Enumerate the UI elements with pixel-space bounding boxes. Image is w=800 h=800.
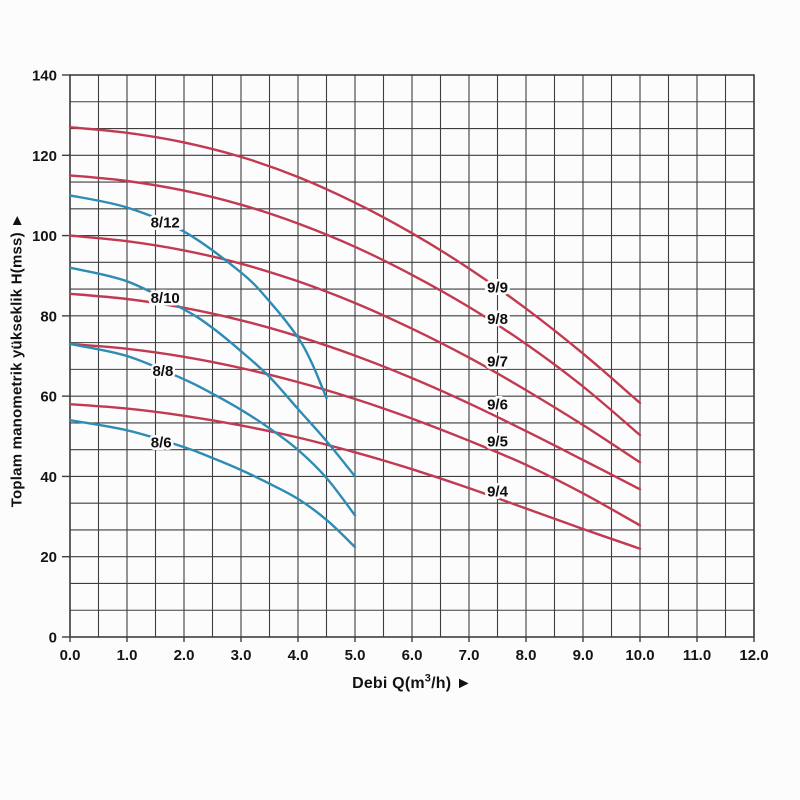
x-tick-label: 1.0 — [117, 647, 138, 664]
x-tick-label: 10.0 — [625, 647, 654, 664]
y-tick-label: 80 — [40, 308, 57, 325]
x-tick-label: 4.0 — [288, 647, 309, 664]
curve-label-8-8: 8/8 — [152, 363, 173, 380]
curve-label-8-6: 8/6 — [151, 434, 172, 451]
x-axis-title-post: /h) ► — [431, 675, 472, 692]
x-tick-label: 9.0 — [573, 647, 594, 664]
tick-labels: 0 20 40 60 80 100 120 140 0.0 1.0 2.0 3.0 4.0 5.0 6.0 7… — [32, 68, 769, 665]
y-tick-label: 120 — [32, 148, 57, 165]
curve-label-9-4: 9/4 — [487, 483, 509, 500]
curve-9-8 — [68, 174, 642, 437]
curve-label-8-12: 8/12 — [151, 214, 180, 231]
x-tick-label: 11.0 — [683, 647, 711, 664]
curve-label-9-7: 9/7 — [487, 353, 508, 370]
curve-9-5 — [68, 342, 642, 527]
x-axis-title-sup: 3 — [424, 672, 432, 685]
y-tick-label: 60 — [40, 389, 57, 406]
x-tick-label: 12.0 — [739, 647, 768, 664]
y-tick-label: 40 — [40, 469, 57, 486]
x-tick-label: 8.0 — [516, 647, 537, 664]
y-tick-label: 140 — [32, 68, 57, 85]
axis-ticks — [62, 74, 755, 642]
y-tick-label: 0 — [49, 630, 57, 647]
x-tick-label: 0.0 — [60, 647, 81, 664]
x-tick-label: 3.0 — [231, 647, 252, 664]
curve-labels: 9/9 9/8 9/7 9/6 9/5 9/4 8/12 8/10 8/8 8/6 — [148, 212, 511, 503]
curve-8-12 — [68, 194, 328, 400]
x-tick-label: 7.0 — [459, 647, 480, 664]
curve-9-4 — [68, 403, 642, 550]
x-tick-label: 5.0 — [345, 647, 366, 664]
x-tick-label: 2.0 — [174, 647, 195, 664]
x-tick-label: 6.0 — [402, 647, 423, 664]
curve-9-9 — [68, 126, 642, 405]
y-tick-label: 20 — [40, 549, 57, 566]
curve-8-8 — [68, 342, 357, 517]
x-axis-title-pre: Debi Q(m — [352, 675, 425, 692]
curve-label-8-10: 8/10 — [151, 290, 180, 307]
curve-9-6 — [68, 292, 642, 491]
pump-curves — [68, 126, 642, 550]
curve-label-9-8: 9/8 — [487, 311, 508, 328]
curve-8-6 — [68, 419, 357, 549]
y-axis-title: Toplam manometrik yükseklik H(mss) ► — [8, 212, 26, 508]
y-tick-label: 100 — [32, 228, 57, 245]
curve-9-7 — [68, 234, 642, 464]
curve-8-10 — [68, 266, 357, 478]
x-axis-title: Debi Q(m3/h) ► — [352, 672, 472, 693]
curve-label-9-5: 9/5 — [487, 434, 508, 451]
curve-label-9-9: 9/9 — [487, 279, 508, 296]
curve-label-9-6: 9/6 — [487, 397, 508, 414]
